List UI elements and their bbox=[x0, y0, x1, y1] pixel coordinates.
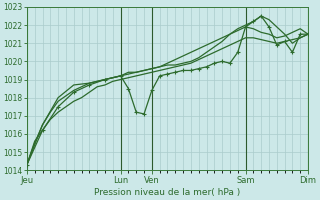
X-axis label: Pression niveau de la mer( hPa ): Pression niveau de la mer( hPa ) bbox=[94, 188, 241, 197]
